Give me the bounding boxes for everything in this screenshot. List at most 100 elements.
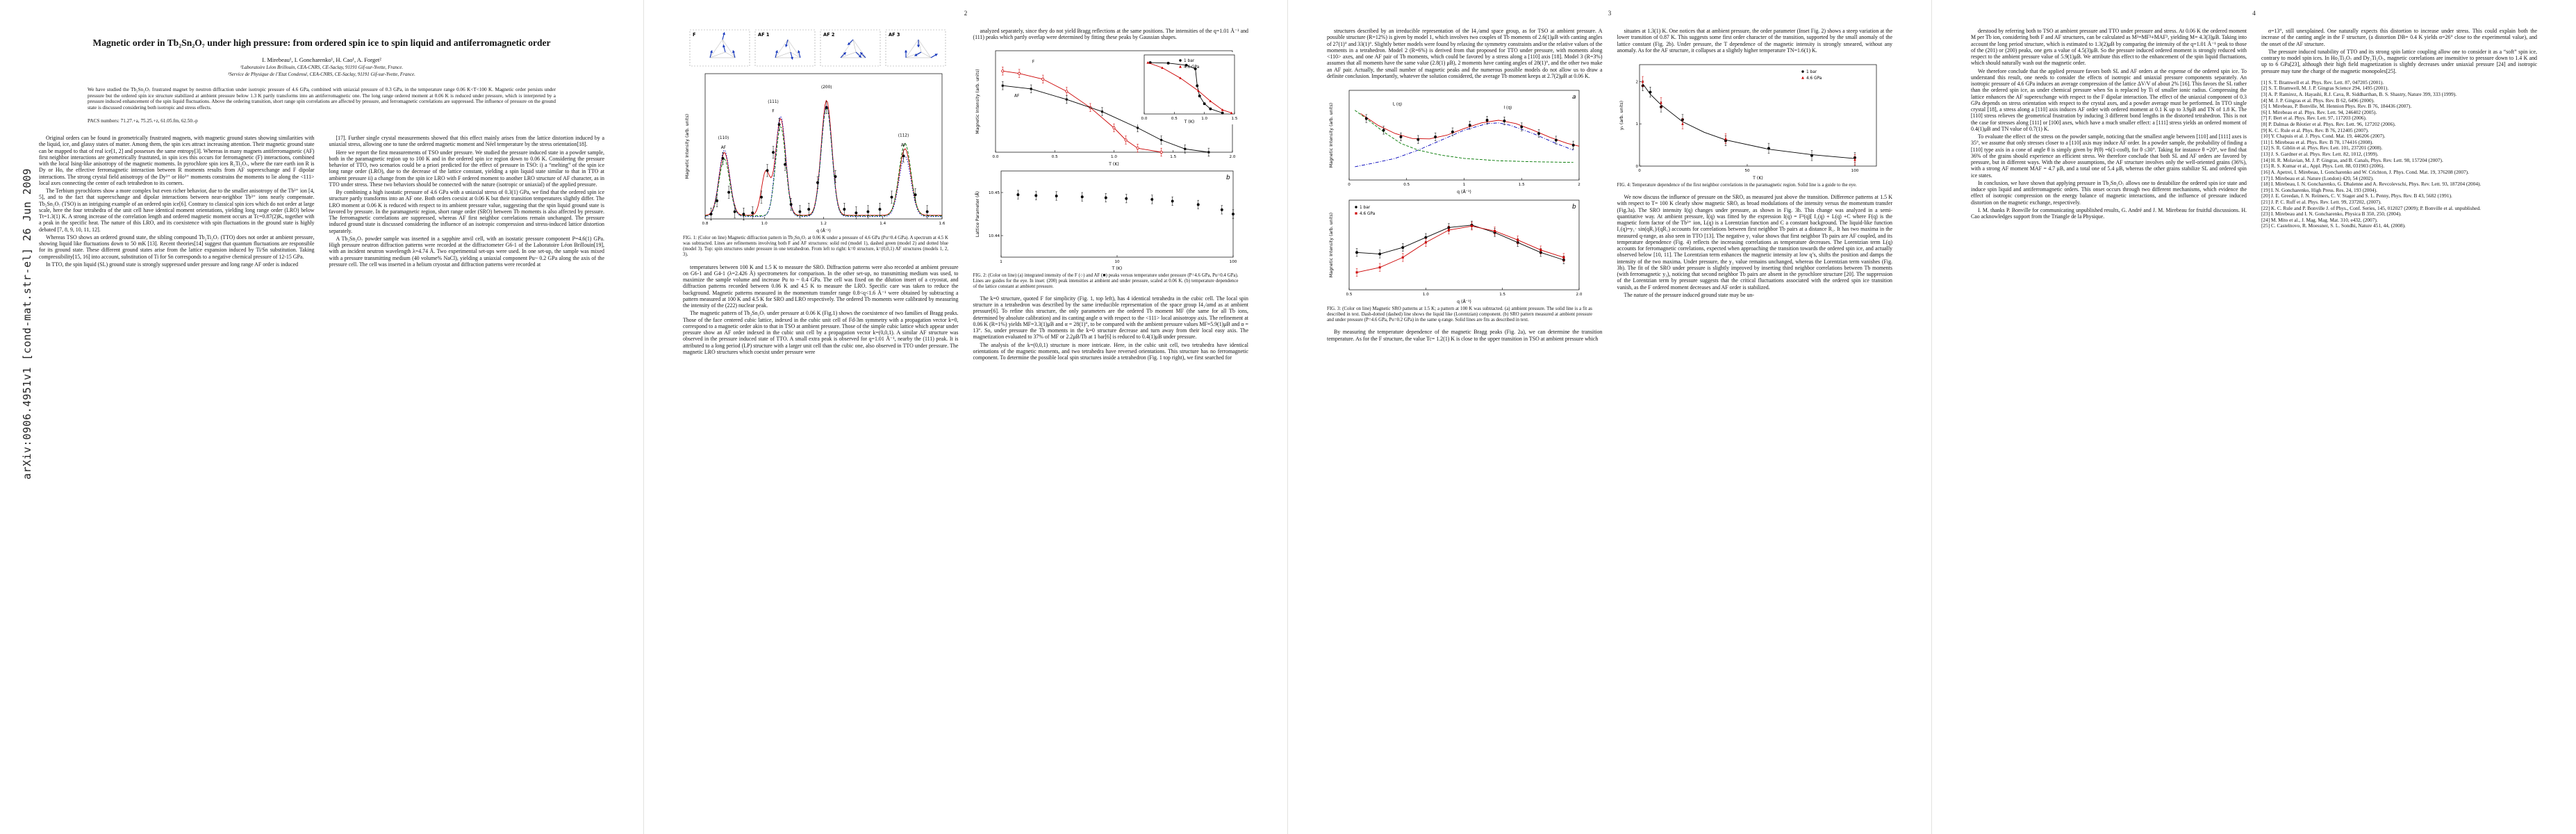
reference-item: [6] I. Mirebeau et al. Phys. Rev. Lett. … — [2261, 108, 2377, 115]
paragraph: The nature of the pressure induced groun… — [1624, 291, 1755, 298]
reference-item: [14] H. R. Molavian, M. J. P. Gingras, a… — [2261, 156, 2443, 163]
svg-text:Magnetic Intensity (arb. units: Magnetic Intensity (arb. units) — [1329, 103, 1334, 167]
pacs-numbers: PACS numbers: 71.27.+a, 75.25.+z, 61.05.… — [88, 118, 198, 124]
reference-item: [9] K. C. Rule et al. Phys. Rev. B 76, 2… — [2261, 126, 2369, 133]
page-number: 4 — [2252, 10, 2256, 17]
svg-text:q (Å⁻¹): q (Å⁻¹) — [1457, 298, 1471, 304]
svg-text:F: F — [1032, 60, 1034, 64]
svg-text:AF: AF — [1014, 94, 1019, 98]
reference-item: [25] C. Castelnovo, R. Moessner, S. L. S… — [2261, 222, 2406, 229]
paragraph: By combining a high isostatic pressure o… — [329, 189, 605, 234]
svg-text:q (Å⁻¹): q (Å⁻¹) — [816, 227, 831, 234]
svg-text:0.5: 0.5 — [1171, 117, 1178, 121]
page-number: 3 — [1608, 10, 1612, 17]
reference-item: [11] I. Mirebeau et al. Phys. Rev. B 78,… — [2261, 138, 2373, 145]
svg-text:AF: AF — [901, 144, 906, 148]
figure-3-caption: FIG. 3: (Color on line) Magnetic SRO pat… — [1327, 306, 1592, 323]
reference-item: [17] I. Mirebeau et al. Nature (London) … — [2261, 174, 2374, 181]
figure-1-tetrahedra-diagram: F AF 1 AF 2 AF 3 — [689, 29, 946, 67]
svg-text:1.5: 1.5 — [1499, 293, 1505, 297]
reference-item: [23] I. Mirebeau and I. N. Goncharenko, … — [2261, 211, 2402, 218]
svg-text:0.5: 0.5 — [1403, 183, 1410, 187]
svg-text:1.0: 1.0 — [761, 222, 768, 226]
paragraph: Here we report the first measurements of… — [329, 149, 605, 188]
svg-text:y₁ (arb. units): y₁ (arb. units) — [1619, 101, 1624, 130]
svg-text:b: b — [1572, 204, 1576, 211]
reference-item: [16] A. Apetrei, I. Mirebeau, I. Gonchar… — [2261, 168, 2469, 175]
svg-text:0.0: 0.0 — [992, 155, 998, 159]
reference-item: [21] J. P. C. Ruff et al. Phys. Rev. Let… — [2261, 198, 2381, 205]
affiliation-2: ²Service de Physique de l’Etat Condensé,… — [228, 71, 415, 77]
figure-2b-plot: 1 10 100 10.44 10.45 T (K) Lattice Parameter (… — [974, 170, 1237, 271]
svg-text:T (K): T (K) — [1108, 162, 1119, 167]
figure-4: 0 50 100 0 1 2 T (K) y₁ (arb. units) 1 bar 4.6 GP… — [1617, 59, 1893, 188]
page4-column-2: α=13°, still unexplained. One naturally … — [2261, 28, 2537, 229]
figure-3: 0 0.5 1 1.5 2 q (Å⁻¹) Magnetic Intensity (arb.… — [1327, 85, 1603, 323]
svg-text:0.8: 0.8 — [702, 222, 709, 226]
reference-item: [7] F. Bert et al. Phys. Rev. Lett. 97, … — [2261, 115, 2367, 122]
reference-item: [24] M. Mito et al., J. Mag. Mag. Mat. 3… — [2261, 216, 2378, 223]
svg-text:1 bar: 1 bar — [1360, 206, 1371, 210]
svg-text:10: 10 — [1114, 260, 1120, 264]
paragraph: In conclusion, we have shown that applyi… — [1971, 179, 2247, 206]
paper-title: Magnetic order in Tb₂Sn₂O₇ under high pr… — [92, 38, 551, 48]
svg-text:1: 1 — [1635, 122, 1638, 126]
svg-text:T (K): T (K) — [1184, 120, 1195, 124]
figure-1-plot: 0.8 1.0 1.2 1.4 1.6 q (Å⁻¹) Magnetic Intensity… — [685, 73, 946, 234]
paragraph: analyzed separately, since they do not y… — [973, 28, 1249, 41]
svg-text:AF 3: AF 3 — [889, 32, 900, 38]
reference-item: [12] S. R. Giblin et al. Phys. Rev. Lett… — [2261, 145, 2383, 152]
svg-text:Magnetic Intensity (arb. units: Magnetic Intensity (arb. units) — [975, 69, 980, 133]
paragraph: structures described by an irreducible r… — [1327, 28, 1603, 79]
svg-text:T (K): T (K) — [1752, 176, 1763, 181]
page3-column-1: structures described by an irreducible r… — [1327, 28, 1603, 343]
references-list: [1] S. T. Bramwell et al. Phys. Rev. Let… — [2261, 79, 2537, 229]
paragraph: I. M. thanks P. Bonville for communicati… — [1971, 206, 2247, 220]
reference-item: [13] J. S. Gardner et al. Phys. Rev. Let… — [2261, 151, 2379, 158]
figure-2: 0.0 0.5 1.0 1.5 2.0 T (K) Magnetic Intensity (… — [973, 45, 1249, 290]
reference-item: [22] K. C. Rule and P. Bonville J. of Ph… — [2261, 204, 2481, 211]
svg-text:1.6: 1.6 — [939, 222, 946, 226]
figure-3a-plot: 0 0.5 1 1.5 2 q (Å⁻¹) Magnetic Intensity (arb.… — [1329, 90, 1580, 195]
svg-text:1: 1 — [1463, 183, 1466, 187]
page-1: Magnetic order in Tb₂Sn₂O₇ under high pr… — [0, 0, 644, 834]
paragraph: derstood by referring both to TSO at amb… — [1971, 28, 2247, 67]
svg-text:Magnetic Intensity (arb. units: Magnetic Intensity (arb. units) — [685, 114, 690, 179]
page2-column-2: analyzed separately, since they do not y… — [973, 28, 1249, 362]
arxiv-banner: arXiv:0906.4951v1 [cond-mat.str-el] 26 J… — [21, 168, 33, 480]
page2-column-1: F AF 1 AF 2 AF 3 0.8 1.0 1.2 1.4 1.6 q (Å⁻¹) Magn… — [683, 28, 959, 362]
svg-text:(111): (111) — [768, 100, 779, 104]
paragraph: The k=0 structure, quoted F for simplici… — [973, 295, 1249, 341]
svg-text:2: 2 — [1578, 183, 1580, 187]
reference-item: [19] I. N. Goncharenko, High Press. Res.… — [2261, 186, 2377, 193]
svg-text:10.44: 10.44 — [988, 234, 999, 238]
page1-column-2: [17]. Further single crystal measurement… — [329, 135, 605, 269]
svg-text:L (q): L (q) — [1393, 103, 1402, 107]
svg-text:a: a — [1572, 94, 1576, 101]
reference-item: [5] I. Mirebeau, P. Bonville, M. Hennion… — [2261, 103, 2412, 110]
figure-1-caption: FIG. 1: (Color on line) Magnetic diffrac… — [683, 236, 948, 258]
reference-item: [15] R. S. Kumar et al., Appl. Phys. Let… — [2261, 163, 2385, 170]
figure-2a-inset-plot: 0.0 0.5 1.0 1.5 T (K) 1 bar 4.6 GPa — [1133, 51, 1237, 124]
paragraph: To evaluate the effect of the stress on … — [1971, 133, 2247, 179]
paragraph: The Terbium pyrochlores show a more comp… — [39, 188, 315, 233]
figure-2a-plot: 0.0 0.5 1.0 1.5 2.0 T (K) Magnetic Intensity (… — [975, 50, 1235, 167]
svg-text:0: 0 — [1348, 183, 1351, 187]
page-2: 2 F AF 1 AF 2 AF 3 0.8 1.0 1.2 1.4 1.6 q (Å⁻¹) Ma… — [644, 0, 1288, 834]
svg-text:b: b — [1226, 174, 1230, 181]
reference-item: [18] I. Mirebeau, I. N. Goncharenko, G. … — [2261, 181, 2482, 188]
paragraph: Whereas TSO shows an ordered ground stat… — [39, 234, 315, 260]
figure-1: F AF 1 AF 2 AF 3 0.8 1.0 1.2 1.4 1.6 q (Å⁻¹) Magn… — [683, 28, 959, 259]
svg-text:1.0: 1.0 — [1111, 155, 1117, 159]
page1-column-1: Original orders can be found in geometri… — [39, 135, 315, 269]
svg-text:4.6 GPa: 4.6 GPa — [1806, 76, 1822, 81]
figure-3b-plot: 0.5 1.0 1.5 2.0 q (Å⁻¹) Magnetic Intensity (a… — [1329, 199, 1583, 304]
svg-text:T (K): T (K) — [1111, 266, 1122, 271]
svg-text:1.5: 1.5 — [1232, 117, 1237, 121]
svg-text:4.6 GPa: 4.6 GPa — [1184, 65, 1200, 70]
paragraph: The pressure induced tunability of TTO a… — [2261, 48, 2537, 74]
svg-text:F: F — [693, 32, 696, 38]
svg-text:0.5: 0.5 — [1051, 155, 1057, 159]
svg-text:(110): (110) — [718, 136, 729, 140]
reference-item: [2] S. T. Bramwell, M. J. P. Gingras Sci… — [2261, 85, 2389, 92]
